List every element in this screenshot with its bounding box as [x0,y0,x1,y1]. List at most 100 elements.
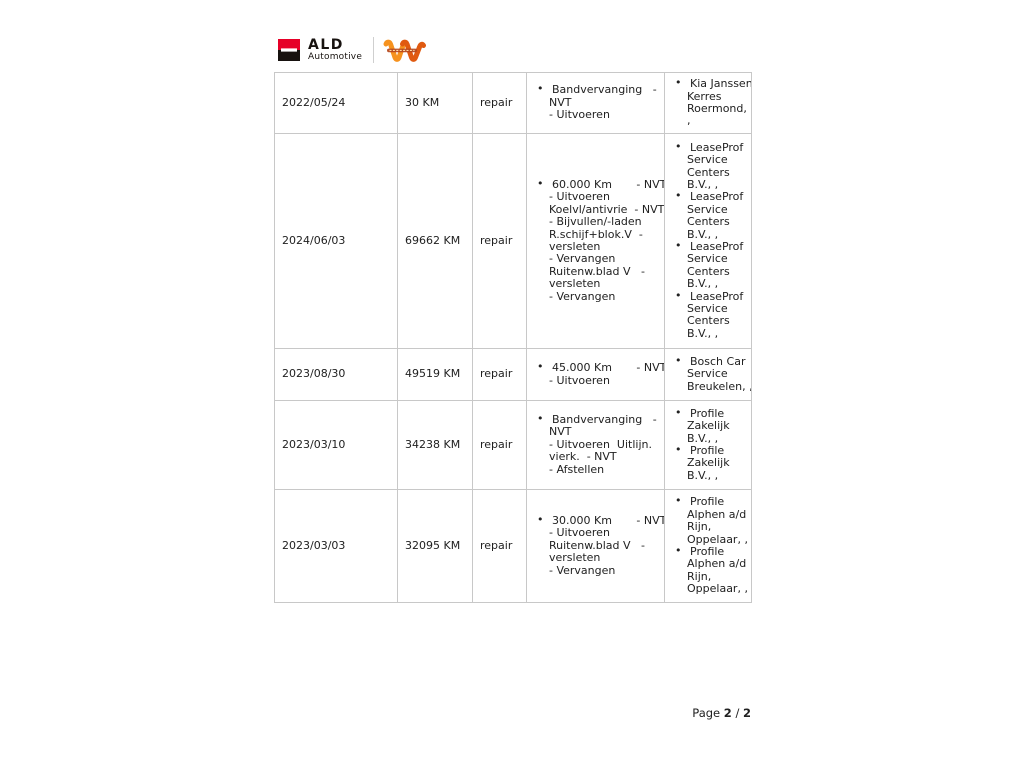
table-row: 2024/06/03 69662 KM repair • 60.000 Km - NVT… [274,133,752,349]
supplier-line: Breukelen, , [687,379,752,393]
supplier-line: Rijn, [687,569,712,583]
document-header: ALD Automotive [278,36,427,64]
supplier-item: • LeaseProf Service Centers B.V., , [672,189,748,241]
maintenance-table-body: 2022/05/24 30 KM repair • Bandvervanging - NV… [274,72,752,603]
supplier-line: Alphen a/d [687,507,747,521]
table-row: 2023/03/03 32095 KM repair • 30.000 Km - NVT… [274,489,752,603]
table-row: 2022/05/24 30 KM repair • Bandvervanging - NV… [274,72,752,134]
mileage-cell: 69662 KM [397,133,473,349]
supplier-line: Zakelijk [687,456,730,470]
work-item-line: - Vervangen [549,252,616,266]
bullet-icon: • [675,189,682,203]
work-item: • 30.000 Km - NVT - Uitvoeren Ruitenw.blad … [534,513,665,577]
bullet-icon: • [675,288,682,302]
supplier-item: • Profile Zakelijk B.V., , [672,443,748,482]
work-item-line: vierk. - NVT [549,450,617,464]
supplier-line: B.V., , [687,431,719,445]
page-number-total: 2 [742,706,751,720]
suppliers-cell: • LeaseProf Service Centers B.V., , • LeasePro… [664,133,752,349]
mileage-cell: 49519 KM [397,348,473,401]
table-row: 2023/03/10 34238 KM repair • Bandvervanging … [274,400,752,490]
work-item-line: - Afstellen [549,462,605,476]
supplier-line: Centers [687,215,730,229]
work-item-line: - Vervangen [549,563,616,577]
work-item-line: versleten [549,551,601,565]
supplier-item: • LeaseProf Service Centers B.V., , [672,239,748,291]
supplier-item: • Profile Zakelijk B.V., , [672,406,748,445]
work-item-line: 60.000 Km - NVT [552,177,665,191]
supplier-line: Centers [687,165,730,179]
bullet-icon: • [675,443,682,456]
logo-divider [373,37,375,63]
supplier-line: Oppelaar, , [687,582,748,596]
work-item-line: versleten [549,277,601,291]
supplier-line: LeaseProf [690,190,744,204]
service-type-cell: repair [472,133,527,349]
supplier-line: Alphen a/d [687,557,747,571]
work-item-line: - Bijvullen/-laden [549,215,642,229]
work-item-line: NVT [549,425,572,439]
work-item-line: Ruitenw.blad V - [549,264,645,278]
supplier-line: Service [687,252,728,266]
ald-logo-icon [278,39,300,61]
service-type-cell: repair [472,400,527,490]
date-cell: 2023/03/03 [274,489,398,603]
supplier-line: Service [687,202,728,216]
supplier-line: Profile [690,495,725,509]
supplier-item: • LeaseProf Service Centers B.V., , [672,140,748,192]
supplier-item: • Profile Alphen a/d Rijn, Oppelaar, , [672,544,748,596]
supplier-line: B.V., , [687,468,719,482]
page-label: Page [692,706,721,720]
supplier-line: Centers [687,264,730,278]
supplier-line: Service [687,302,728,316]
supplier-line: Zakelijk [687,419,730,433]
bullet-icon: • [675,239,682,252]
page-number-current: 2 [723,706,732,720]
supplier-line: Rijn, [687,520,712,534]
supplier-line: Profile [690,444,725,457]
supplier-line: LeaseProf [690,240,744,253]
supplier-line: LeaseProf [690,140,744,154]
bullet-icon: • [537,176,544,190]
supplier-line: Roermond, [687,102,747,115]
work-item: • 60.000 Km - NVT - Uitvoeren Koelvl/antivr… [534,176,665,303]
work-item-line: Koelvl/antivrie - NVT [549,202,665,216]
supplier-line: , [687,114,691,128]
bullet-icon: • [675,76,682,90]
suppliers-cell: • Profile Zakelijk B.V., , • Profile Zakelijk B… [664,400,752,490]
mileage-cell: 32095 KM [397,489,473,603]
supplier-item: • Profile Alphen a/d Rijn, Oppelaar, , [672,494,748,546]
supplier-line: Oppelaar, , [687,532,748,546]
bullet-icon: • [675,494,682,508]
work-item-line: Bandvervanging - [552,83,657,97]
work-item-line: - Uitvoeren [549,373,610,387]
maintenance-history-table: 2022/05/24 30 KM repair • Bandvervanging - NV… [274,72,752,603]
supplier-line: B.V., , [687,227,719,241]
ald-logo-text: ALD Automotive [308,38,362,63]
work-items-cell: • 60.000 Km - NVT - Uitvoeren Koelvl/antivr… [526,133,665,349]
supplier-line: Centers [687,314,730,328]
bullet-icon: • [537,411,544,425]
mileage-cell: 34238 KM [397,400,473,490]
page-indicator: Page 2 / 2 [274,706,751,720]
ald-logo-title: ALD [308,37,344,53]
work-items-cell: • Bandvervanging - NVT - Uitvoeren [526,72,665,134]
suppliers-cell: • Bosch Car Service Breukelen, , [664,348,752,401]
work-item-line: Ruitenw.blad V - [549,538,645,552]
work-item-line: - Uitvoeren Uitlijn. [549,437,652,451]
supplier-line: Kia Janssen [690,77,752,91]
supplier-item: • Bosch Car Service Breukelen, , [672,354,752,393]
suppliers-cell: • Profile Alphen a/d Rijn, Oppelaar, , • Profi… [664,489,752,603]
work-item-line: 30.000 Km - NVT [552,513,665,527]
supplier-line: LeaseProf [690,289,744,303]
work-item-line: 45.000 Km - NVT [552,361,665,375]
work-item-line: R.schijf+blok.V - [549,227,643,241]
supplier-line: Profile [690,545,725,558]
ald-logo-subtitle: Automotive [308,52,363,62]
partner-w-logo-icon [383,39,427,62]
work-item: • 45.000 Km - NVT - Uitvoeren [534,360,665,387]
service-type-cell: repair [472,489,527,603]
supplier-line: B.V., , [687,177,719,191]
work-item-line: versleten [549,240,601,253]
